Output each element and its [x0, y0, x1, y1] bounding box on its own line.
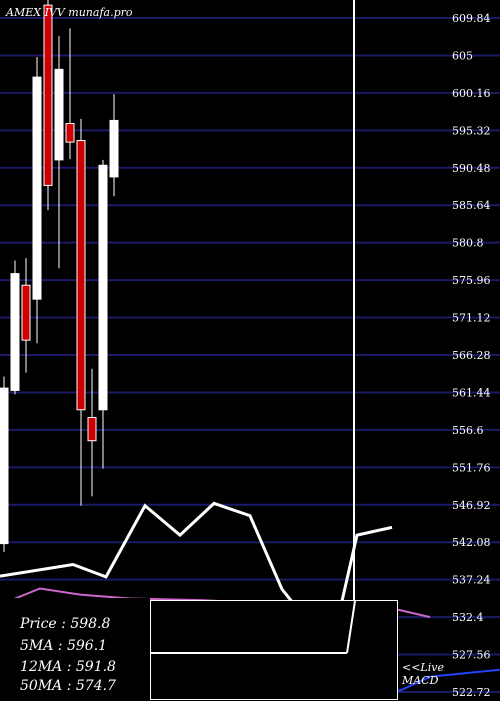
macd-label: MACD	[402, 674, 439, 687]
y-tick-label: 527.56	[452, 649, 491, 662]
legend-panel: Price : 598.8 5MA : 596.1 12MA : 591.8 5…	[0, 598, 150, 700]
legend-5ma: 5MA : 596.1	[20, 638, 108, 654]
candle-body	[65, 123, 75, 143]
legend-price: Price : 598.8	[20, 616, 111, 632]
candle-body	[109, 119, 119, 178]
candle	[54, 36, 64, 269]
candle-body	[21, 284, 31, 341]
y-tick-label: 571.12	[452, 312, 491, 325]
y-tick-label: 575.96	[452, 274, 491, 287]
candle-body	[32, 76, 42, 300]
candle	[0, 376, 9, 553]
y-tick-label: 600.16	[452, 87, 491, 100]
y-tick-label: 595.32	[452, 124, 491, 137]
y-tick-label: 580.8	[452, 237, 484, 250]
grid-lines	[0, 17, 500, 693]
candle	[76, 118, 86, 506]
macd-live-label: <<Live	[402, 661, 444, 674]
y-tick-label: 585.64	[452, 199, 491, 212]
candle	[65, 28, 75, 160]
candlesticks	[0, 0, 119, 553]
y-axis-ticks: 609.84 605 600.16 595.32 590.48 585.64 580.8 57…	[452, 12, 491, 699]
candle-body	[87, 417, 97, 442]
chart-title: AMEX IVV munafa.pro	[6, 6, 133, 19]
candle-body	[43, 4, 53, 186]
y-tick-label: 556.6	[452, 424, 484, 437]
candle-body	[10, 273, 20, 391]
y-tick-label: 590.48	[452, 162, 491, 175]
candle	[43, 0, 53, 211]
legend-50ma: 50MA : 574.7	[20, 678, 116, 694]
y-tick-label: 566.28	[452, 349, 491, 362]
y-tick-label: 605	[452, 49, 473, 62]
candle	[87, 368, 97, 497]
y-tick-label: 561.44	[452, 386, 491, 399]
candle	[21, 258, 31, 373]
legend-12ma: 12MA : 591.8	[20, 659, 116, 675]
y-tick-label: 551.76	[452, 461, 491, 474]
candle-body	[76, 140, 86, 411]
y-tick-label: 522.72	[452, 686, 491, 699]
macd-spike-line	[346, 601, 356, 654]
y-tick-label: 537.24	[452, 574, 491, 587]
y-tick-label: 609.84	[452, 12, 491, 25]
candle-body	[0, 387, 9, 545]
candle-body	[54, 68, 64, 161]
candle	[98, 159, 108, 469]
candle	[10, 260, 20, 395]
candle	[32, 56, 42, 344]
y-tick-label: 532.4	[452, 611, 484, 624]
candle-body	[98, 164, 108, 411]
y-tick-label: 542.08	[452, 536, 491, 549]
candle	[109, 94, 119, 197]
y-tick-label: 546.92	[452, 499, 491, 512]
macd-panel	[150, 600, 398, 700]
